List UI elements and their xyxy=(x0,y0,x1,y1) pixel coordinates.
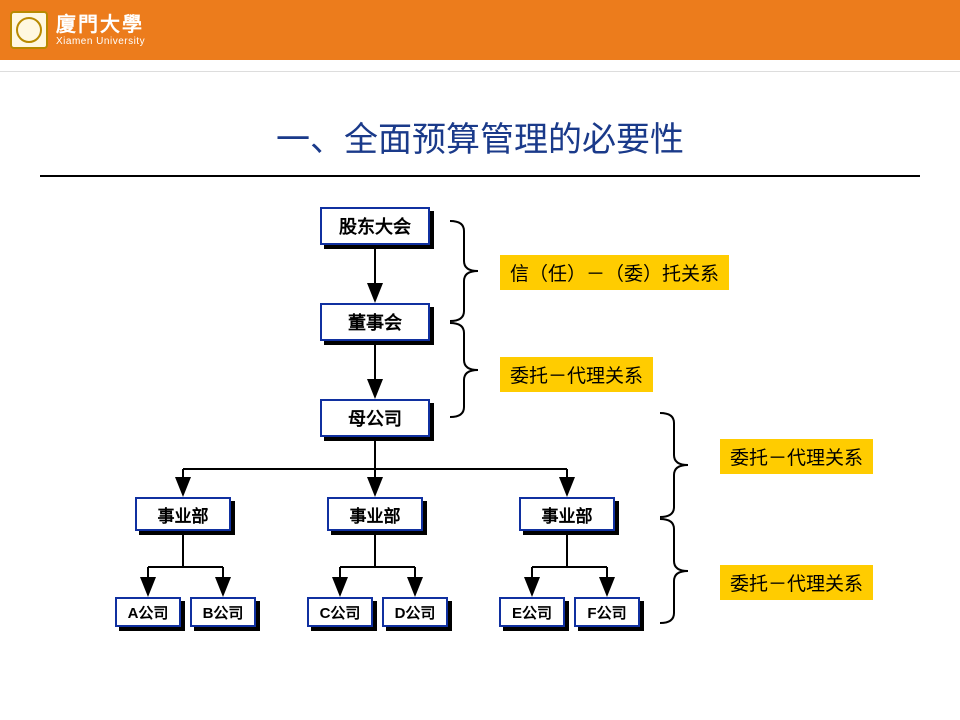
node-n3: 母公司 xyxy=(320,399,430,437)
node-d3: 事业部 xyxy=(519,497,615,531)
org-chart-diagram: 股东大会董事会母公司事业部 事业部 事业部 A公司 B公司 C公司 D公司 E公司 F公司 信（任… xyxy=(0,177,960,707)
university-logo: 廈門大學 Xiamen University xyxy=(10,11,145,49)
slide-title: 一、全面预算管理的必要性 xyxy=(40,112,920,177)
node-d2: 事业部 xyxy=(327,497,423,531)
relation-label-l1: 信（任）－（委）托关系 xyxy=(500,255,729,290)
node-c3: C公司 xyxy=(307,597,373,627)
university-name-cn: 廈門大學 xyxy=(56,14,145,36)
sub-bar xyxy=(0,60,960,72)
logo-emblem-icon xyxy=(10,11,48,49)
node-c1: A公司 xyxy=(115,597,181,627)
node-n1: 股东大会 xyxy=(320,207,430,245)
university-name-en: Xiamen University xyxy=(56,36,145,47)
node-c2: B公司 xyxy=(190,597,256,627)
node-d1: 事业部 xyxy=(135,497,231,531)
node-c6: F公司 xyxy=(574,597,640,627)
header-bar: 廈門大學 Xiamen University xyxy=(0,0,960,60)
node-n2: 董事会 xyxy=(320,303,430,341)
node-c4: D公司 xyxy=(382,597,448,627)
node-c5: E公司 xyxy=(499,597,565,627)
relation-label-l4: 委托－代理关系 xyxy=(720,565,873,600)
relation-label-l3: 委托－代理关系 xyxy=(720,439,873,474)
relation-label-l2: 委托－代理关系 xyxy=(500,357,653,392)
